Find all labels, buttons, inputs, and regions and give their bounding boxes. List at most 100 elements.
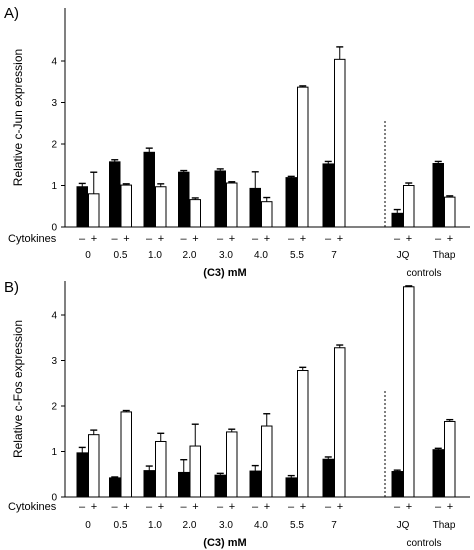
controls-label: controls	[406, 268, 441, 279]
cytokines-minus-sign: –	[252, 501, 259, 513]
cytokines-minus-sign: –	[79, 501, 86, 513]
bar-minus-0.5	[109, 161, 121, 228]
category-label-5.5: 5.5	[290, 250, 304, 261]
cytokines-plus-sign: +	[91, 233, 97, 245]
cytokines-plus-sign: +	[192, 501, 198, 513]
bar-plus-2.0	[189, 445, 201, 498]
bar-minus-2.0	[178, 471, 190, 498]
cytokines-plus-sign: +	[406, 501, 412, 513]
bar-plus-3.0	[226, 431, 238, 498]
bar-plus-Thap	[444, 196, 456, 228]
cytokines-plus-sign: +	[300, 233, 306, 245]
y-tick-label: 3	[51, 98, 57, 109]
bar-minus-3.0	[214, 474, 226, 498]
bar-minus-Thap	[432, 449, 444, 498]
category-label-Thap: Thap	[433, 250, 456, 261]
bar-minus-1.0	[143, 470, 155, 498]
category-label-7: 7	[331, 250, 337, 261]
bar-plus-5.5	[297, 86, 309, 228]
category-label-Thap: Thap	[433, 520, 456, 531]
cytokines-minus-sign: –	[217, 501, 224, 513]
category-label-5.5: 5.5	[290, 520, 304, 531]
cytokines-plus-sign: +	[264, 501, 270, 513]
bar-plus-0	[88, 434, 100, 498]
cytokines-minus-sign: –	[394, 501, 401, 513]
category-label-0.5: 0.5	[114, 520, 128, 531]
bar-minus-JQ	[391, 212, 403, 228]
cytokines-plus-sign: +	[337, 501, 343, 513]
y-tick-label: 1	[51, 181, 57, 192]
cytokines-minus-sign: –	[146, 501, 153, 513]
category-label-1.0: 1.0	[148, 250, 162, 261]
cytokines-minus-sign: –	[111, 233, 118, 245]
y-tick-label: 0	[51, 493, 57, 504]
category-label-0.5: 0.5	[114, 250, 128, 261]
y-tick-label: 0	[51, 223, 57, 234]
bar-minus-2.0	[178, 171, 190, 228]
bar-plus-7	[334, 58, 346, 228]
cytokines-plus-sign: +	[229, 501, 235, 513]
y-axis-label: Relative c-Fos expression	[11, 320, 25, 458]
y-tick-label: 2	[51, 402, 57, 413]
category-label-JQ: JQ	[397, 520, 410, 531]
bar-minus-7	[322, 163, 334, 228]
category-label-0: 0	[85, 250, 91, 261]
cytokines-minus-sign: –	[288, 233, 295, 245]
cytokines-minus-sign: –	[180, 501, 187, 513]
x-axis-label: (C3) mM	[203, 267, 246, 279]
cytokines-minus-sign: –	[435, 501, 442, 513]
category-label-2.0: 2.0	[183, 520, 197, 531]
y-tick-label: 3	[51, 356, 57, 367]
category-label-JQ: JQ	[397, 250, 410, 261]
cytokines-minus-sign: –	[217, 233, 224, 245]
cytokines-row-label: Cytokines	[8, 501, 57, 513]
cytokines-minus-sign: –	[111, 501, 118, 513]
cytokines-minus-sign: –	[79, 233, 86, 245]
cytokines-minus-sign: –	[146, 233, 153, 245]
bar-minus-5.5	[285, 477, 297, 498]
cytokines-plus-sign: +	[264, 233, 270, 245]
bar-plus-JQ	[403, 185, 415, 228]
category-label-1.0: 1.0	[148, 520, 162, 531]
bar-plus-Thap	[444, 420, 456, 498]
cytokines-minus-sign: –	[325, 501, 332, 513]
cytokines-plus-sign: +	[192, 233, 198, 245]
cytokines-plus-sign: +	[158, 501, 164, 513]
cytokines-plus-sign: +	[229, 233, 235, 245]
bar-plus-1.0	[155, 440, 167, 498]
bar-plus-2.0	[189, 199, 201, 228]
bar-minus-1.0	[143, 151, 155, 228]
cytokines-minus-sign: –	[288, 501, 295, 513]
bar-minus-0	[76, 186, 88, 228]
cytokines-minus-sign: –	[180, 233, 187, 245]
bar-plus-5.5	[297, 370, 309, 498]
cytokines-plus-sign: +	[158, 233, 164, 245]
y-axis-label: Relative c-Jun expression	[11, 49, 25, 186]
cytokines-plus-sign: +	[91, 501, 97, 513]
cytokines-plus-sign: +	[447, 233, 453, 245]
cytokines-plus-sign: +	[300, 501, 306, 513]
y-tick-label: 2	[51, 140, 57, 151]
y-tick-label: 4	[51, 57, 57, 68]
bar-plus-1.0	[155, 186, 167, 228]
x-axis-label: (C3) mM	[203, 537, 246, 549]
bar-plus-7	[334, 347, 346, 498]
panel-label: A)	[4, 5, 19, 22]
bar-plus-0.5	[120, 184, 132, 228]
bar-minus-3.0	[214, 170, 226, 228]
bar-plus-4.0	[261, 425, 273, 498]
cytokines-plus-sign: +	[447, 501, 453, 513]
y-tick-label: 4	[51, 311, 57, 322]
bar-minus-7	[322, 458, 334, 498]
bar-minus-5.5	[285, 177, 297, 228]
bar-plus-0.5	[120, 411, 132, 498]
bar-plus-3.0	[226, 182, 238, 228]
category-label-3.0: 3.0	[219, 250, 233, 261]
bar-minus-JQ	[391, 471, 403, 498]
category-label-2.0: 2.0	[183, 250, 197, 261]
category-label-4.0: 4.0	[254, 250, 268, 261]
category-label-4.0: 4.0	[254, 520, 268, 531]
bar-minus-0	[76, 452, 88, 498]
